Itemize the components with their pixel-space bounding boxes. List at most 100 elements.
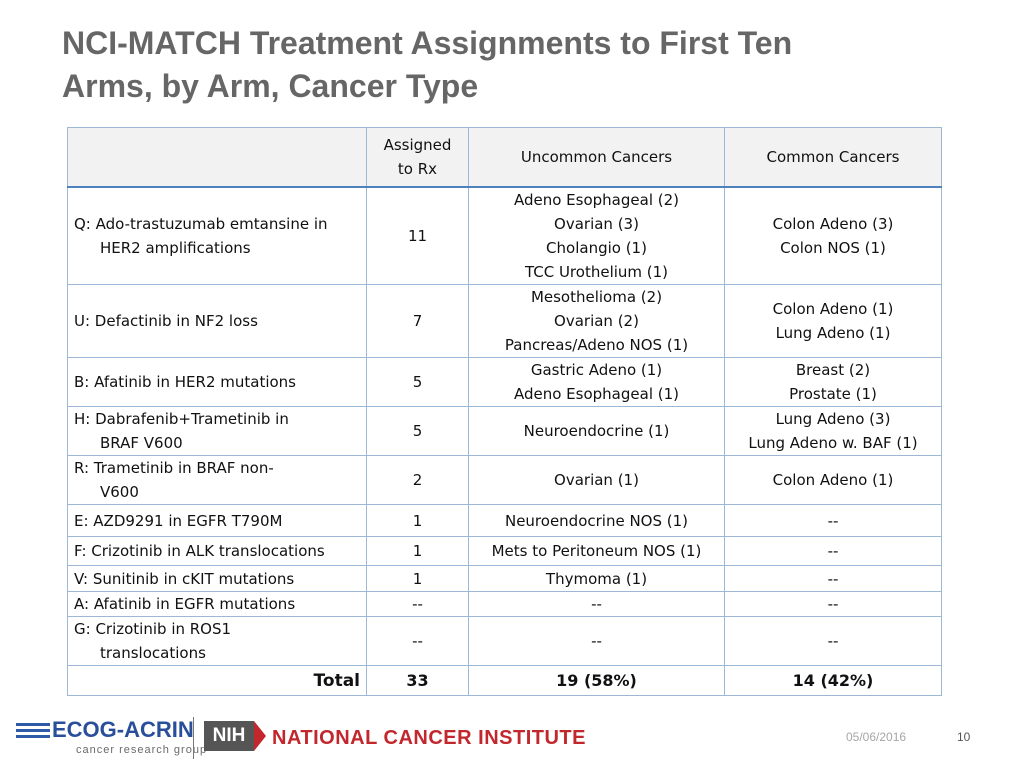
uncommon-cancer-entry: Neuroendocrine NOS (1) <box>504 511 689 530</box>
table-row: Q: Ado-trastuzumab emtansine in HER2 ampl… <box>67 186 942 285</box>
table-row: B: Afatinib in HER2 mutations 5 Gastric Ad… <box>67 357 942 407</box>
arm-cell: Q: Ado-trastuzumab emtansine in HER2 ampl… <box>67 186 367 285</box>
uncommon-cancers-cell: Neuroendocrine (1) <box>468 406 725 456</box>
table-row: U: Defactinib in NF2 loss 7 Mesothelioma (… <box>67 284 942 358</box>
common-cancers-cell: Colon Adeno (3) Colon NOS (1) <box>724 186 942 285</box>
arm-cell: U: Defactinib in NF2 loss <box>67 284 367 358</box>
common-cancer-entry: -- <box>827 595 839 613</box>
ecog-tagline: cancer research group <box>76 744 208 756</box>
uncommon-cancer-entry: Ovarian (2) <box>554 312 639 330</box>
common-cancers-cell: Colon Adeno (1) Lung Adeno (1) <box>724 284 942 358</box>
uncommon-cancer-entry: Gastric Adeno (1) <box>530 361 663 379</box>
slide-date: 05/06/2016 <box>846 730 907 744</box>
table-row: R: Trametinib in BRAF non- V600 2 Ovarian (… <box>67 455 942 505</box>
uncommon-cancer-entry: TCC Urothelium (1) <box>524 263 669 281</box>
total-assigned: 33 <box>366 665 469 696</box>
uncommon-cancer-entry: Ovarian (1) <box>554 471 639 489</box>
common-cancer-entry: -- <box>827 569 839 588</box>
assigned-cell: 1 <box>366 536 469 566</box>
uncommon-cancers-cell: Mets to Peritoneum NOS (1) <box>468 536 725 566</box>
assigned-cell: 11 <box>366 186 469 285</box>
total-label: Total <box>67 665 367 696</box>
table-header-row: Assigned to Rx Uncommon Cancers Common C… <box>67 127 942 188</box>
total-row: Total 33 19 (58%) 14 (42%) <box>67 665 942 696</box>
header-common: Common Cancers <box>724 127 942 188</box>
assigned-cell: 1 <box>366 504 469 537</box>
arm-cell: H: Dabrafenib+Trametinib in BRAF V600 <box>67 406 367 456</box>
common-cancer-entry: -- <box>827 511 839 530</box>
arm-line: translocations <box>100 644 206 662</box>
arm-line: H: Dabrafenib+Trametinib in <box>74 410 289 428</box>
uncommon-cancers-cell: Neuroendocrine NOS (1) <box>468 504 725 537</box>
nci-name: NATIONAL CANCER INSTITUTE <box>272 727 586 749</box>
assigned-cell: -- <box>366 616 469 666</box>
slide-title-line-1: NCI-MATCH Treatment Assignments to First… <box>62 25 793 61</box>
uncommon-cancers-cell: -- <box>468 591 725 617</box>
arm-line: A: Afatinib in EGFR mutations <box>74 595 296 613</box>
uncommon-cancer-entry: -- <box>591 595 602 613</box>
arm-cell: G: Crizotinib in ROS1 translocations <box>67 616 367 666</box>
common-cancer-entry: -- <box>827 632 839 650</box>
common-cancer-entry: Colon Adeno (1) <box>772 300 894 318</box>
common-cancers-cell: Breast (2) Prostate (1) <box>724 357 942 407</box>
uncommon-cancer-entry: Adeno Esophageal (2) <box>513 191 679 209</box>
arm-line: V: Sunitinib in cKIT mutations <box>74 569 295 588</box>
uncommon-cancer-entry: Thymoma (1) <box>545 569 648 588</box>
uncommon-cancer-entry: Cholangio (1) <box>546 239 647 257</box>
assigned-cell: 1 <box>366 565 469 592</box>
arm-line: BRAF V600 <box>100 434 183 452</box>
common-cancers-cell: -- <box>724 565 942 592</box>
uncommon-cancer-entry: Adeno Esophageal (1) <box>513 385 679 403</box>
total-uncommon: 19 (58%) <box>468 665 725 696</box>
uncommon-cancers-cell: Adeno Esophageal (2) Ovarian (3) Cholangio… <box>468 186 725 285</box>
ecog-bars-icon <box>16 723 50 741</box>
uncommon-cancers-cell: -- <box>468 616 725 666</box>
ecog-wordmark: ECOG-ACRIN <box>52 717 194 742</box>
table-row: V: Sunitinib in cKIT mutations 1 Thymoma (… <box>67 565 942 592</box>
header-arm <box>67 127 367 188</box>
arm-cell: V: Sunitinib in cKIT mutations <box>67 565 367 592</box>
common-cancer-entry: Lung Adeno w. BAF (1) <box>748 434 918 452</box>
page-number: 10 <box>957 730 971 744</box>
common-cancer-entry: Lung Adeno (3) <box>775 410 891 428</box>
uncommon-cancers-cell: Mesothelioma (2) Ovarian (2) Pancreas/Aden… <box>468 284 725 358</box>
arm-line: G: Crizotinib in ROS1 <box>74 620 232 638</box>
header-uncommon: Uncommon Cancers <box>468 127 725 188</box>
uncommon-cancer-entry: Pancreas/Adeno NOS (1) <box>504 336 689 354</box>
uncommon-cancer-entry: -- <box>591 632 602 650</box>
uncommon-cancers-cell: Thymoma (1) <box>468 565 725 592</box>
common-cancer-entry: Lung Adeno (1) <box>775 324 891 342</box>
total-common: 14 (42%) <box>724 665 942 696</box>
table-row: F: Crizotinib in ALK translocations 1 Mets… <box>67 536 942 566</box>
assigned-cell: -- <box>366 591 469 617</box>
uncommon-cancer-entry: Mets to Peritoneum NOS (1) <box>491 542 702 560</box>
arm-line: F: Crizotinib in ALK translocations <box>74 542 325 560</box>
table-row: H: Dabrafenib+Trametinib in BRAF V600 5 Neu… <box>67 406 942 456</box>
common-cancer-entry: Colon Adeno (1) <box>772 471 894 489</box>
common-cancer-entry: Colon Adeno (3) <box>772 215 894 233</box>
common-cancer-entry: -- <box>827 542 839 560</box>
arm-line: E: AZD9291 in EGFR T790M <box>74 511 283 530</box>
arm-cell: B: Afatinib in HER2 mutations <box>67 357 367 407</box>
assigned-cell: 7 <box>366 284 469 358</box>
arm-line: U: Defactinib in NF2 loss <box>74 312 258 330</box>
common-cancers-cell: Colon Adeno (1) <box>724 455 942 505</box>
arm-cell: A: Afatinib in EGFR mutations <box>67 591 367 617</box>
common-cancer-entry: Colon NOS (1) <box>780 239 886 257</box>
assigned-cell: 5 <box>366 406 469 456</box>
arm-line: V600 <box>100 483 139 501</box>
common-cancers-cell: -- <box>724 504 942 537</box>
arm-cell: F: Crizotinib in ALK translocations <box>67 536 367 566</box>
treatment-assignments-table: Assigned to Rx Uncommon Cancers Common C… <box>67 127 942 696</box>
assigned-cell: 5 <box>366 357 469 407</box>
uncommon-cancers-cell: Ovarian (1) <box>468 455 725 505</box>
slide-title: NCI-MATCH Treatment Assignments to First… <box>62 22 962 108</box>
common-cancers-cell: -- <box>724 536 942 566</box>
header-assigned-line-2: to Rx <box>397 160 438 178</box>
arm-line: R: Trametinib in BRAF non- <box>74 459 274 477</box>
table-body: Q: Ado-trastuzumab emtansine in HER2 ampl… <box>67 186 942 666</box>
arm-line: HER2 amplifications <box>100 239 251 257</box>
slide-title-line-2: Arms, by Arm, Cancer Type <box>62 68 479 104</box>
arm-line: B: Afatinib in HER2 mutations <box>74 373 296 391</box>
common-cancers-cell: -- <box>724 616 942 666</box>
